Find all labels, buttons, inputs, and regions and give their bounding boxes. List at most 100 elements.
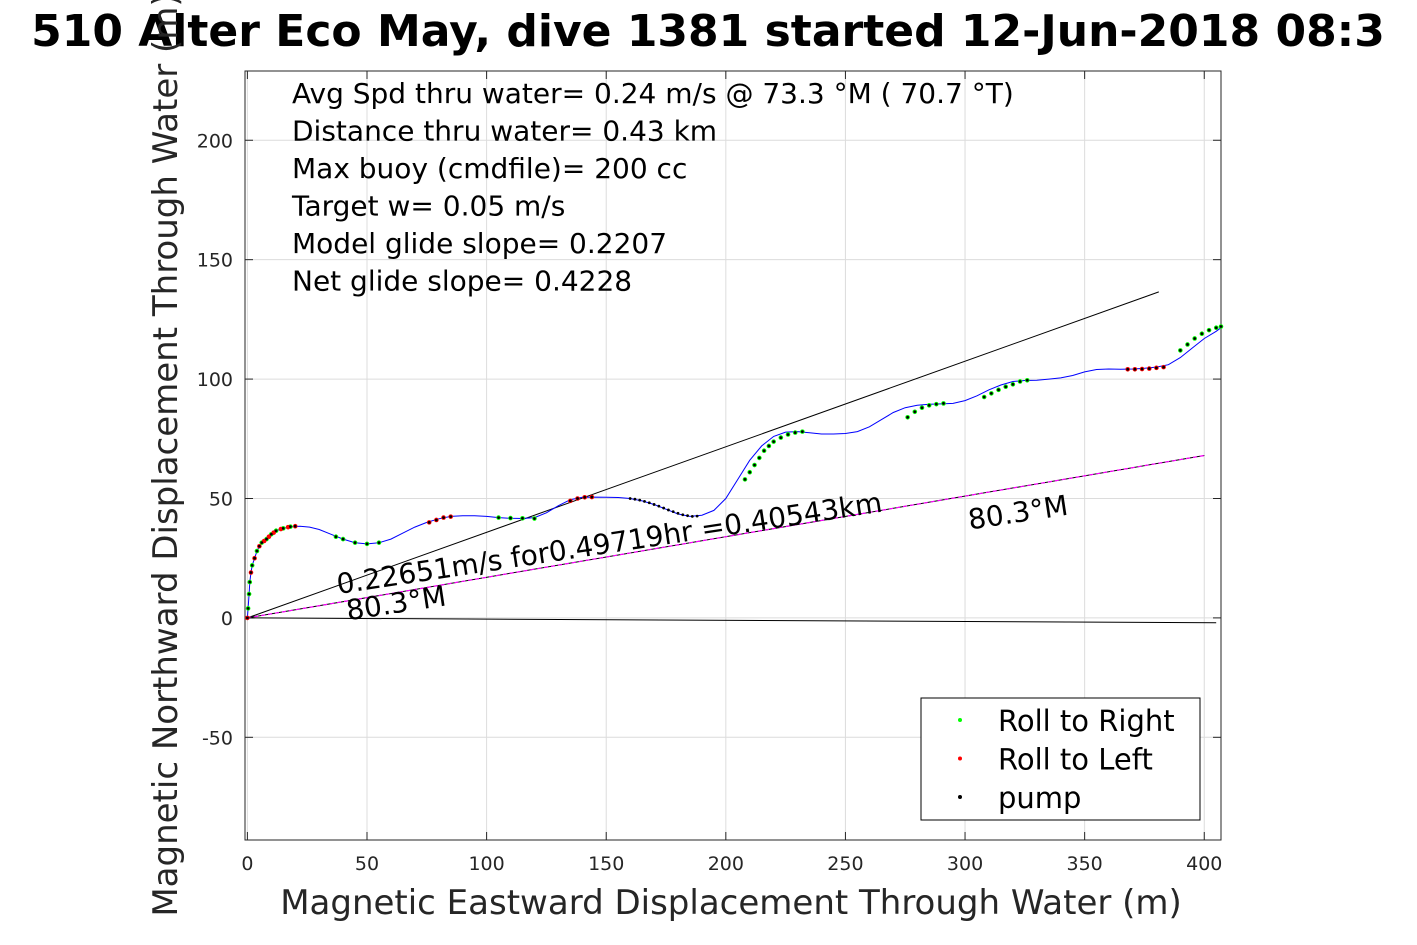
point-pump (662, 506, 666, 510)
info-line: Net glide slope= 0.4228 (292, 265, 632, 298)
point-pump (997, 388, 1000, 392)
point-pump (779, 436, 783, 439)
point-pump (1162, 365, 1165, 369)
point-pump (533, 517, 536, 520)
x-tick-label: 50 (355, 853, 379, 875)
point-pump (786, 433, 790, 436)
average-line-overlay (247, 454, 1205, 619)
x-tick-label: 350 (1067, 853, 1103, 875)
point-pump (647, 501, 651, 505)
point-pump (652, 503, 656, 506)
point-roll-to-left (285, 524, 291, 530)
ticks: 0 50 100 150 200 250 300 350 400 -50 0 50 100 150 200 (197, 71, 1222, 875)
point-pump (989, 392, 993, 395)
point-pump (257, 544, 261, 548)
legend-label-roll-to-right: Roll to Right (998, 704, 1175, 738)
point-pump (906, 415, 910, 419)
point-pump (1147, 367, 1151, 370)
point-pump (633, 497, 637, 501)
point-pump (753, 463, 756, 467)
point-pump (1219, 325, 1223, 328)
point-pump (800, 430, 804, 434)
legend-marker-roll-to-left (958, 756, 962, 761)
info-line: Distance thru water= 0.43 km (292, 115, 717, 148)
point-pump (274, 529, 278, 533)
legend-marker-pump (958, 795, 962, 799)
point-pump (255, 549, 259, 553)
point-pump (497, 516, 500, 519)
point-pump (427, 520, 431, 524)
point-pump (353, 541, 357, 545)
plot-area (244, 70, 1222, 841)
point-pump (942, 402, 945, 405)
point-pump (1193, 337, 1197, 340)
legend-label-pump: pump (998, 781, 1081, 815)
y-axis-label: Magnetic Northward Displacement Through … (146, 0, 186, 917)
info-line: Target w= 0.05 m/s (291, 190, 565, 223)
x-tick-label: 150 (588, 853, 624, 875)
legend-label-roll-to-left: Roll to Left (998, 743, 1153, 777)
point-pump (1178, 349, 1182, 352)
x-tick-label: 0 (241, 853, 253, 875)
info-text: Avg Spd thru water= 0.24 m/s @ 73.3 °M (… (291, 77, 1014, 298)
point-pump (762, 449, 766, 453)
info-line: Max buoy (cmdfile)= 200 cc (292, 152, 687, 185)
point-pump (676, 511, 680, 515)
point-pump (253, 556, 256, 560)
point-pump (576, 497, 579, 500)
point-pump (250, 563, 254, 567)
point-pump (1011, 382, 1015, 386)
point-pump (509, 516, 512, 520)
near-horizontal-line (247, 617, 1217, 624)
point-pump (434, 518, 438, 522)
point-pump (249, 571, 253, 574)
point-pump (1214, 326, 1218, 330)
point-pump (1155, 366, 1158, 370)
point-pump (927, 403, 931, 407)
glide-line-upper (247, 291, 1159, 619)
point-pump (449, 515, 453, 519)
point-pump (695, 514, 699, 518)
point-pump (757, 456, 761, 460)
point-pump (1186, 343, 1189, 346)
point-pump (568, 499, 572, 503)
point-pump (686, 514, 689, 518)
point-pump (1200, 332, 1204, 336)
point-pump (281, 526, 285, 530)
point-pump (377, 541, 381, 545)
point-pump (442, 516, 445, 519)
point-pump (643, 499, 646, 503)
point-pump (657, 504, 661, 508)
point-pump (638, 498, 642, 502)
point-pump (1004, 385, 1008, 389)
point-pump (1018, 380, 1022, 383)
point-pump (772, 440, 776, 444)
point-pump (913, 410, 917, 414)
info-line: Model glide slope= 0.2207 (292, 227, 667, 260)
point-pump (1133, 367, 1137, 371)
point-pump (628, 497, 632, 500)
point-pump (341, 537, 345, 541)
y-tick-label: 100 (197, 369, 233, 391)
point-pump (289, 525, 292, 529)
legend-marker-roll-to-right (958, 718, 962, 722)
point-pump (767, 444, 771, 448)
x-tick-label: 250 (827, 853, 863, 875)
info-line: Avg Spd thru water= 0.24 m/s @ 73.3 °M (… (292, 77, 1014, 110)
point-pump (247, 592, 251, 596)
point-pump (521, 516, 524, 520)
y-tick-label: 50 (209, 488, 233, 510)
point-pump (334, 535, 338, 539)
point-pump (1140, 367, 1144, 371)
point-pump (1207, 328, 1211, 332)
legend: Roll to Right Roll to Left pump (920, 697, 1201, 821)
y-tick-label: 0 (221, 608, 233, 630)
x-tick-label: 300 (947, 853, 983, 875)
x-tick-label: 100 (468, 853, 504, 875)
point-pump (590, 495, 594, 499)
markers (245, 324, 1224, 621)
chart-title: 510 Alter Eco May, dive 1381 started 12-… (31, 6, 1385, 57)
point-roll-to-left (266, 534, 272, 539)
point-pump (793, 431, 797, 434)
